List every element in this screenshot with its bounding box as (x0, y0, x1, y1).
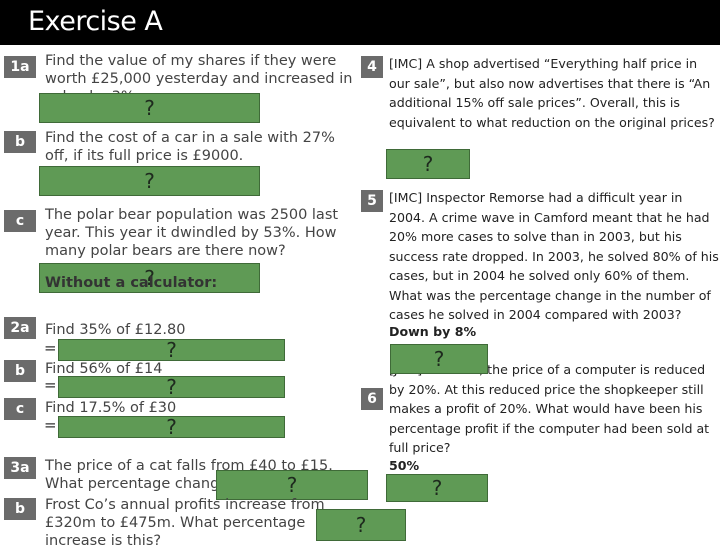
question-6-answer: 50% (389, 458, 420, 473)
question-5-answer: Down by 8% (389, 324, 477, 339)
question-4-text: [IMC] A shop advertised “Everything half… (389, 56, 715, 130)
equals-sign-2b: = (44, 376, 57, 394)
question-2a-text: Find 35% of £12.80 (45, 322, 186, 338)
title-bar: Exercise A (0, 0, 720, 45)
page-title: Exercise A (28, 6, 163, 37)
question-label-1a: 1a (4, 56, 36, 78)
question-5-text: [IMC] Inspector Remorse had a difficult … (389, 190, 719, 322)
answer-reveal-1c[interactable]: ? (39, 263, 260, 293)
question-label-1b: b (4, 131, 36, 153)
question-label-6: 6 (361, 388, 383, 410)
question-label-4: 4 (361, 56, 383, 78)
question-label-3a: 3a (4, 457, 36, 479)
section-heading-no-calculator: Without a calculator: (45, 275, 218, 291)
answer-reveal-3b[interactable]: ? (316, 509, 406, 541)
question-label-5: 5 (361, 190, 383, 212)
question-1b-text: Find the cost of a car in a sale with 27… (45, 130, 335, 164)
answer-reveal-6[interactable]: ? (386, 474, 488, 502)
answer-reveal-3a[interactable]: ? (216, 470, 368, 500)
answer-reveal-4[interactable]: ? (386, 149, 470, 179)
question-6-text: [JMC] In a sale, the price of a computer… (389, 362, 710, 455)
answer-reveal-2b[interactable]: ? (58, 376, 285, 398)
question-2c-text: Find 17.5% of £30 (45, 400, 177, 416)
question-label-1c: c (4, 210, 36, 232)
answer-reveal-1a[interactable]: ? (39, 93, 260, 123)
question-label-2b: b (4, 360, 36, 382)
question-label-2a: 2a (4, 317, 36, 339)
equals-sign-2c: = (44, 416, 57, 434)
question-label-3b: b (4, 498, 36, 520)
answer-reveal-2c[interactable]: ? (58, 416, 285, 438)
question-2b-text: Find 56% of £14 (45, 361, 163, 377)
answer-reveal-2a[interactable]: ? (58, 339, 285, 361)
question-1c-text: The polar bear population was 2500 last … (45, 207, 339, 259)
answer-reveal-5[interactable]: ? (390, 344, 488, 374)
equals-sign-2a: = (44, 339, 57, 357)
question-label-2c: c (4, 398, 36, 420)
answer-reveal-1b[interactable]: ? (39, 166, 260, 196)
